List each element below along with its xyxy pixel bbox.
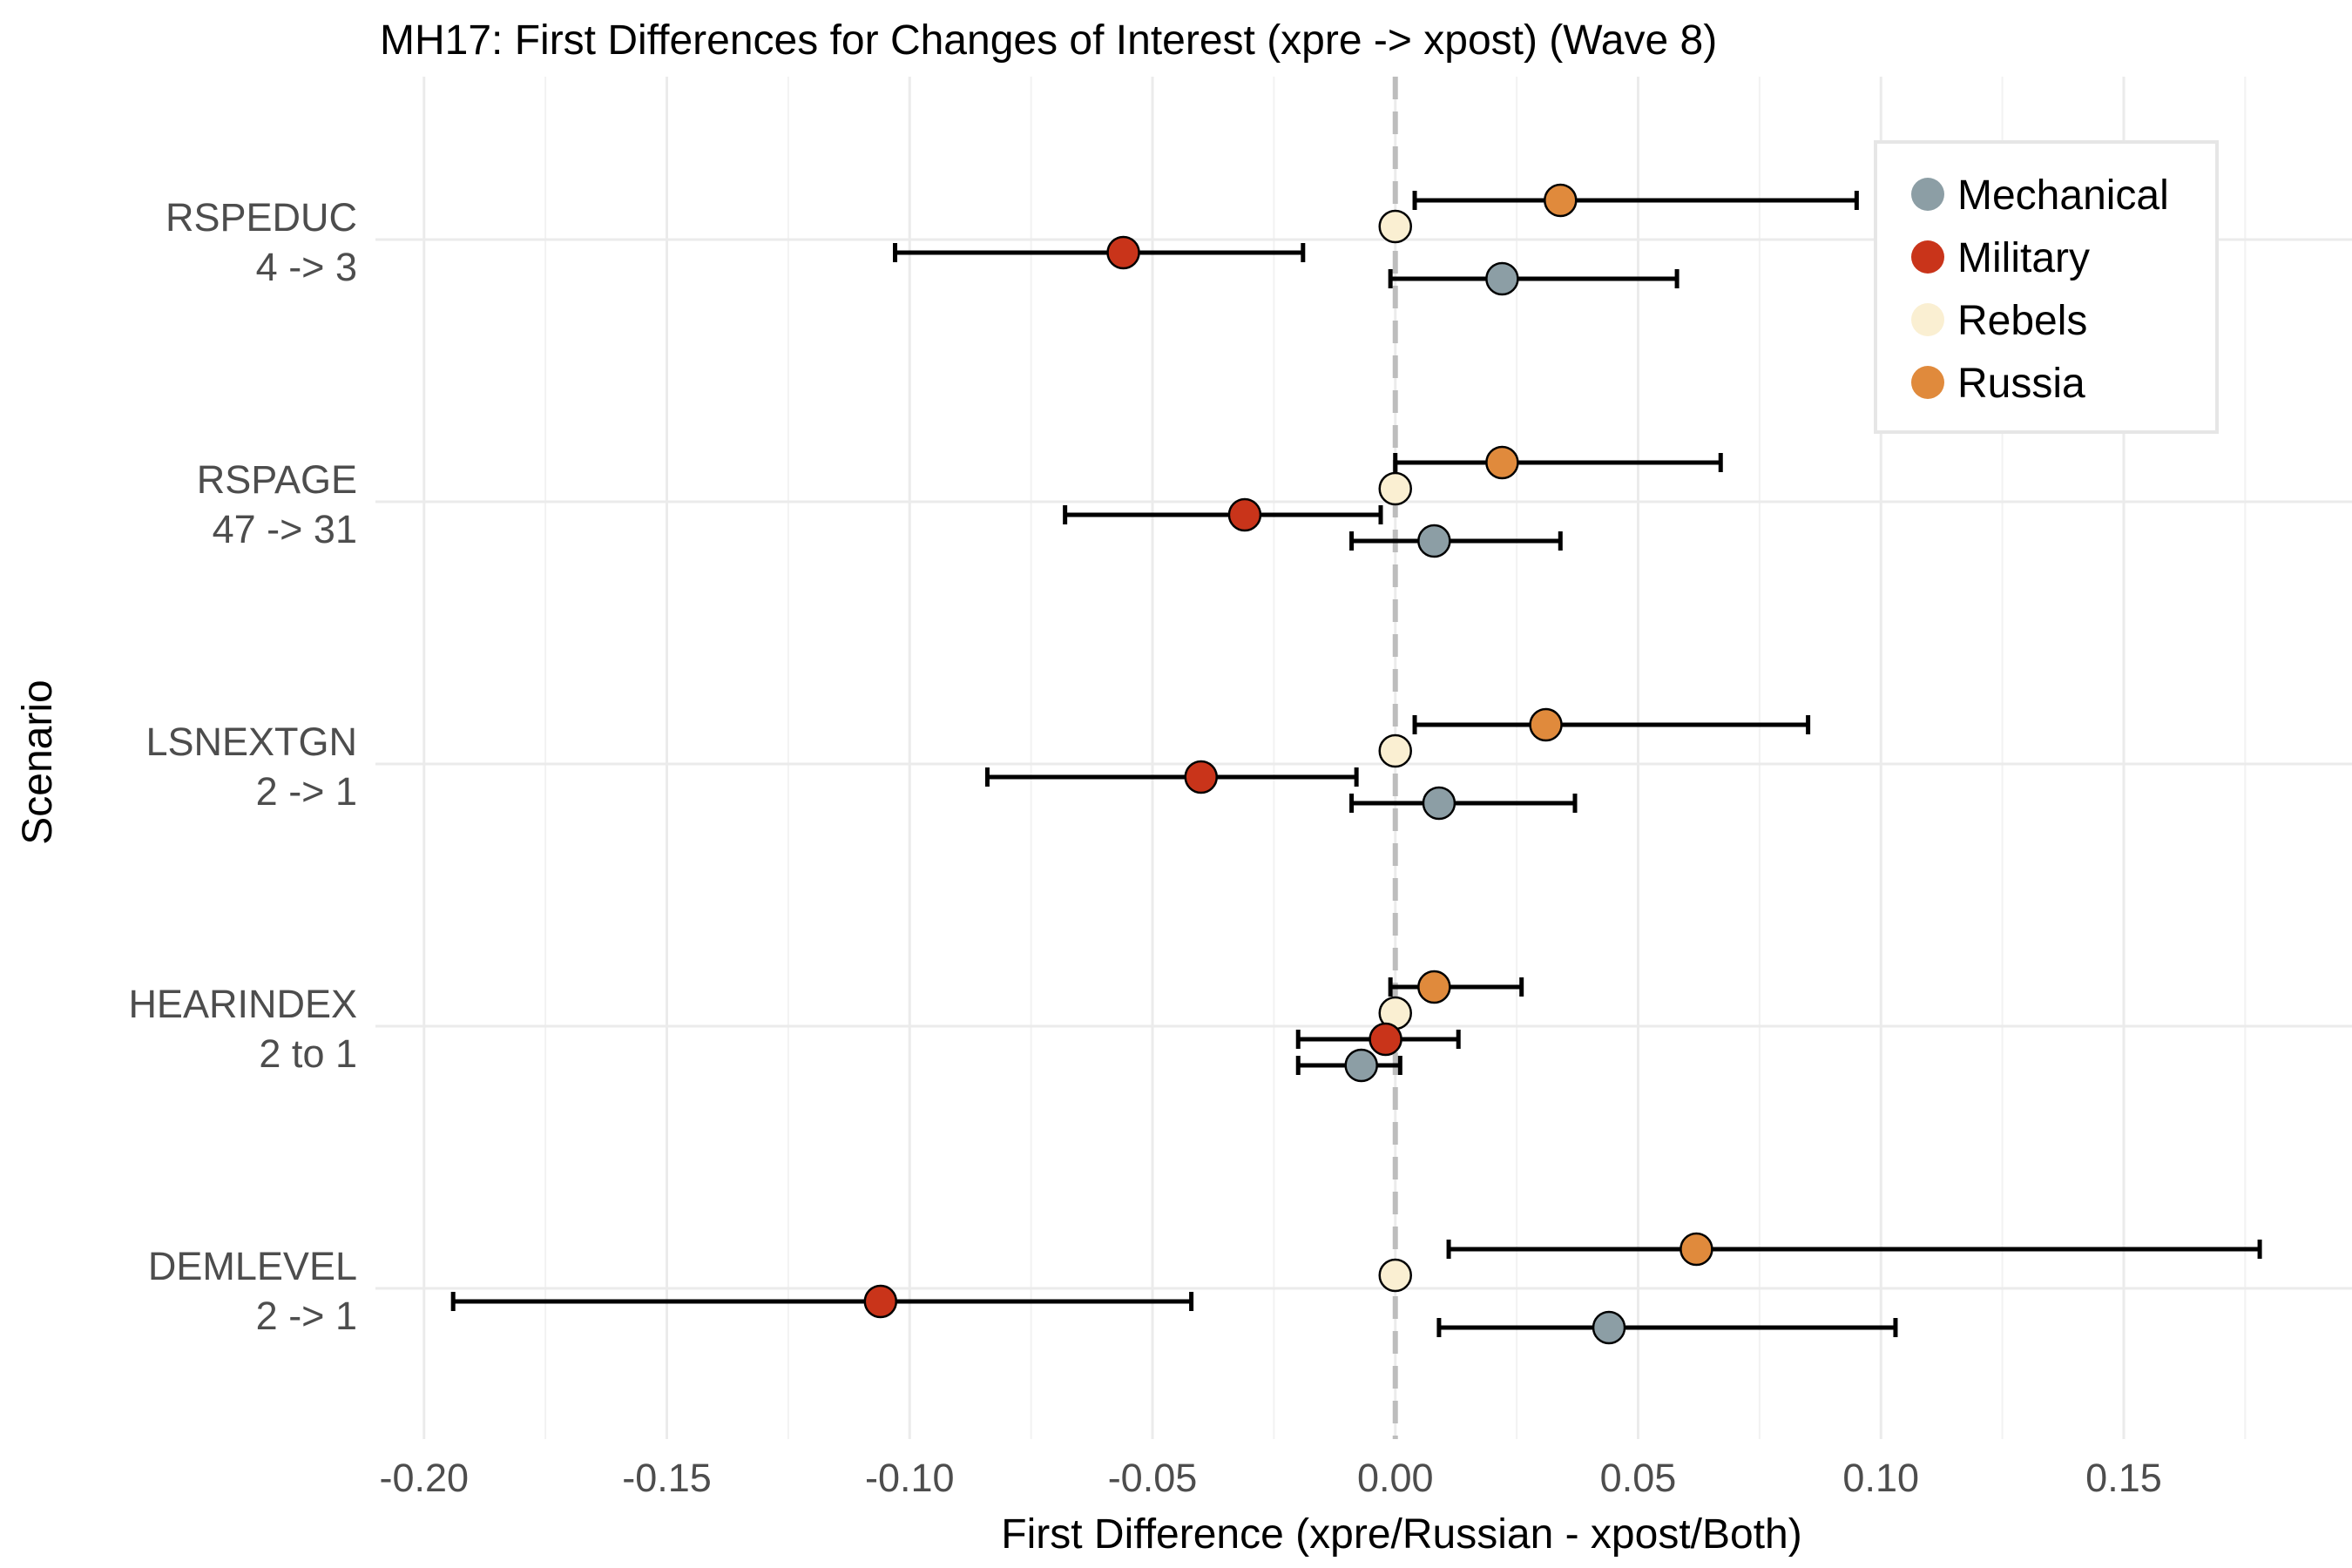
- point-military: [1227, 497, 1262, 532]
- category-change-label: 47 -> 31: [213, 507, 357, 551]
- category-change-label: 4 -> 3: [256, 245, 357, 289]
- point-russia: [1680, 1232, 1713, 1267]
- point-mechanical: [1422, 786, 1456, 821]
- legend-swatch-rebels: [1911, 303, 1944, 336]
- point-rebels: [1378, 471, 1412, 506]
- legend-swatch-military: [1911, 240, 1944, 274]
- x-tick-label: 0.05: [1600, 1456, 1677, 1500]
- point-russia: [1529, 707, 1563, 742]
- legend-label-russia: Russia: [1957, 361, 2085, 407]
- point-russia: [1544, 183, 1578, 218]
- points-layer: [863, 183, 1713, 1345]
- category-label: RSPEDUC: [166, 195, 357, 240]
- legend-swatch-russia: [1911, 366, 1944, 399]
- point-mechanical: [1592, 1310, 1626, 1345]
- category-label: HEARINDEX: [128, 982, 357, 1026]
- x-tick-label: 0.15: [2085, 1456, 2162, 1500]
- x-axis-title: First Difference (xpre/Russian - xpost/B…: [1001, 1511, 1801, 1558]
- category-change-label: 2 to 1: [259, 1031, 357, 1076]
- legend-label-rebels: Rebels: [1957, 298, 2087, 344]
- x-tick-label: -0.20: [379, 1456, 469, 1500]
- category-label: DEMLEVEL: [148, 1244, 357, 1288]
- x-tick-label: 0.00: [1357, 1456, 1434, 1500]
- x-tick-label: -0.10: [865, 1456, 955, 1500]
- y-axis-title: Scenario: [15, 679, 61, 844]
- legend-swatch-mechanical: [1911, 178, 1944, 211]
- chart-title: MH17: First Differences for Changes of I…: [380, 17, 1717, 64]
- point-military: [1106, 235, 1140, 270]
- point-rebels: [1378, 733, 1412, 768]
- category-label: LSNEXTGN: [145, 720, 357, 764]
- category-change-label: 2 -> 1: [256, 769, 357, 814]
- legend-label-military: Military: [1957, 235, 2090, 281]
- x-tick-label: 0.10: [1842, 1456, 1919, 1500]
- point-rebels: [1378, 1258, 1412, 1293]
- error-bars-layer: [450, 191, 2262, 1337]
- legend-label-mechanical: Mechanical: [1957, 172, 2169, 219]
- point-military: [863, 1284, 898, 1319]
- legend: Mechanical Military Rebels Russia: [1874, 140, 2219, 434]
- point-mechanical: [1485, 261, 1519, 296]
- point-rebels: [1378, 209, 1412, 244]
- point-military: [1184, 760, 1218, 794]
- x-tick-label: -0.05: [1108, 1456, 1198, 1500]
- axis-layer: MH17: First Differences for Changes of I…: [15, 17, 2162, 1558]
- point-mechanical: [1417, 524, 1451, 558]
- point-mechanical: [1344, 1048, 1378, 1083]
- point-russia: [1485, 445, 1519, 480]
- category-label: RSPAGE: [197, 457, 357, 502]
- x-tick-label: -0.15: [622, 1456, 712, 1500]
- category-change-label: 2 -> 1: [256, 1294, 357, 1338]
- point-military: [1369, 1022, 1402, 1057]
- point-russia: [1417, 970, 1451, 1004]
